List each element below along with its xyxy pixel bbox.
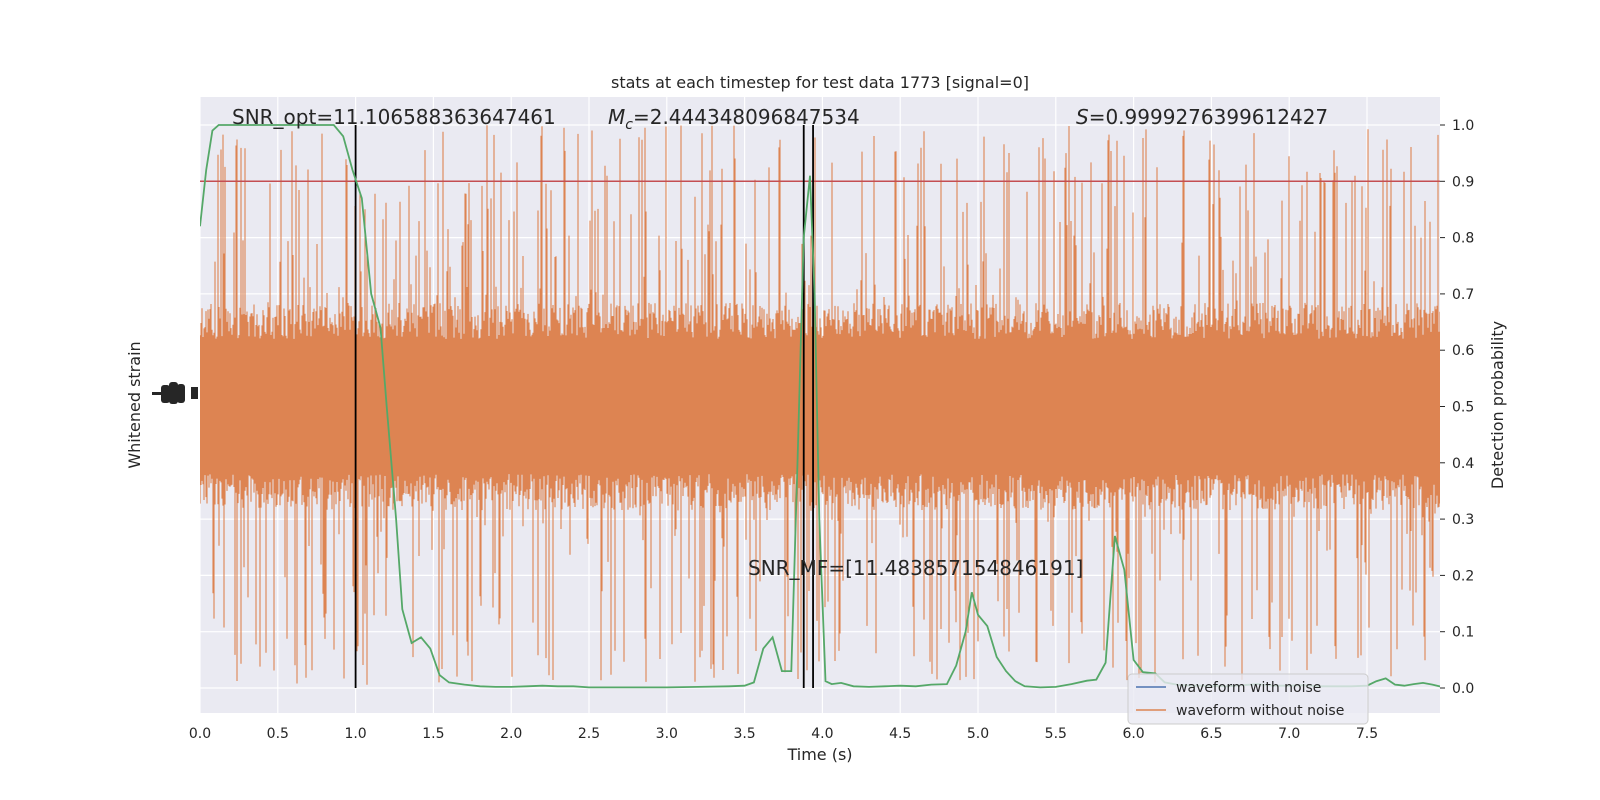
chart-title: stats at each timestep for test data 177… bbox=[611, 73, 1029, 92]
x-tick-label: 7.0 bbox=[1278, 726, 1300, 742]
x-tick-label: 3.0 bbox=[656, 726, 678, 742]
left-axis-tick-cluster bbox=[152, 382, 198, 404]
legend-box bbox=[1127, 673, 1369, 725]
x-tick-labels: 0.0 0.5 1.0 1.5 2.0 2.5 3.0 3.5 4.0 4.5 5.0 5.5 6.0 6… bbox=[189, 726, 1378, 742]
noise-series bbox=[200, 125, 1440, 685]
chirp-mass-symbol: M bbox=[608, 105, 625, 129]
y-tick-label: 0.4 bbox=[1452, 456, 1474, 472]
snr-mf-annotation: SNR_MF=[11.483857154846191] bbox=[748, 556, 1083, 580]
y-tick-label: 0.6 bbox=[1452, 343, 1474, 359]
y-tick-label: 0.5 bbox=[1452, 400, 1474, 416]
y-tick-label: 0.9 bbox=[1452, 174, 1474, 190]
x-tick-label: 5.0 bbox=[967, 726, 989, 742]
y-axis-label-left: Whitened strain bbox=[125, 341, 144, 468]
s-value: =0.9999276399612427 bbox=[1089, 105, 1328, 129]
y-axis-label-right: Detection probability bbox=[1488, 321, 1507, 489]
chirp-mass-annotation: Mc=2.444348096847534 bbox=[608, 105, 860, 133]
y-tick-label: 0.8 bbox=[1452, 231, 1474, 247]
snr-opt-annotation: SNR_opt=11.106588363647461 bbox=[232, 105, 556, 129]
y-tick-label: 0.3 bbox=[1452, 512, 1474, 528]
x-tick-label: 1.5 bbox=[422, 726, 444, 742]
x-tick-label: 5.5 bbox=[1045, 726, 1067, 742]
y-tick-label: 0.1 bbox=[1452, 625, 1474, 641]
y-tick-label: 0.7 bbox=[1452, 287, 1474, 303]
x-tick-label: 4.5 bbox=[889, 726, 911, 742]
x-tick-label: 2.5 bbox=[578, 726, 600, 742]
chirp-mass-value: =2.444348096847534 bbox=[633, 105, 860, 129]
x-tick-label: 0.5 bbox=[267, 726, 289, 742]
y-tick-label: 1.0 bbox=[1452, 118, 1474, 134]
y-tick-label: 0.0 bbox=[1452, 681, 1474, 697]
x-tick-label: 2.0 bbox=[500, 726, 522, 742]
y-tick-labels: 0.0 0.1 0.2 0.3 0.4 0.5 0.6 0.7 0.8 0.9 1.0 bbox=[1440, 118, 1474, 697]
x-tick-label: 7.5 bbox=[1356, 726, 1378, 742]
x-tick-label: 3.5 bbox=[733, 726, 755, 742]
x-axis-label: Time (s) bbox=[786, 745, 852, 764]
legend-label-without-noise: waveform without noise bbox=[1176, 703, 1344, 719]
legend-label-with-noise: waveform with noise bbox=[1176, 680, 1321, 696]
x-tick-label: 0.0 bbox=[189, 726, 211, 742]
x-tick-label: 6.0 bbox=[1122, 726, 1144, 742]
x-tick-label: 6.5 bbox=[1200, 726, 1222, 742]
noise-band-path bbox=[200, 125, 1440, 685]
x-tick-label: 1.0 bbox=[344, 726, 366, 742]
chirp-mass-subscript: c bbox=[625, 117, 633, 133]
x-tick-label: 4.0 bbox=[811, 726, 833, 742]
s-annotation: S=0.9999276399612427 bbox=[1076, 105, 1328, 129]
legend: waveform with noise waveform without noi… bbox=[1127, 673, 1369, 725]
s-symbol: S bbox=[1076, 105, 1089, 129]
vertical-lines bbox=[354, 125, 814, 688]
y-tick-label: 0.2 bbox=[1452, 568, 1474, 584]
